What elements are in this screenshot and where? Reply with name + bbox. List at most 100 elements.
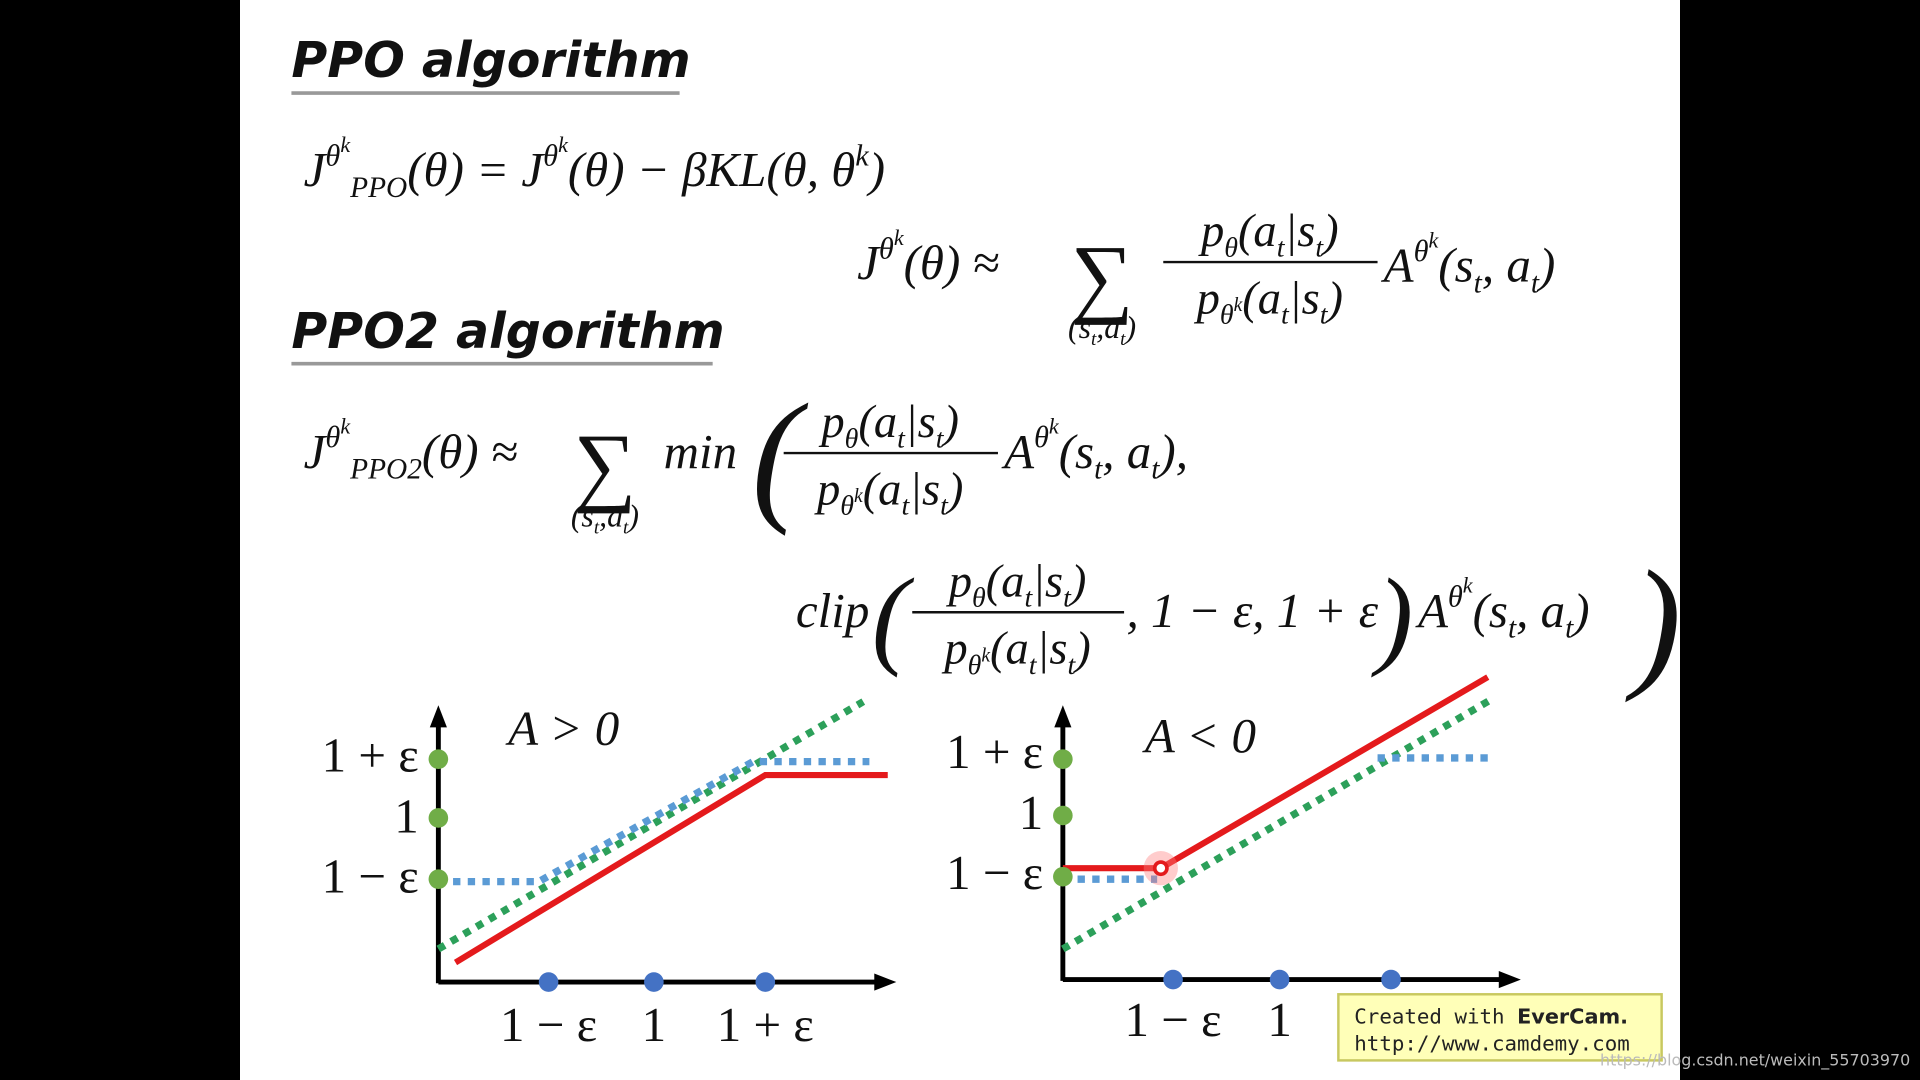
formula-part: k [1049, 413, 1060, 438]
x-label: 1 − ε [1124, 992, 1221, 1047]
formula-part: J [304, 424, 328, 479]
formula-part: clip [796, 583, 869, 638]
formula-part: |s [1037, 624, 1068, 675]
formula-part: t [1315, 232, 1324, 263]
formula-part: (a [990, 624, 1029, 675]
formula-part: ( [752, 373, 809, 536]
plot-label: A < 0 [1142, 708, 1256, 763]
formula-part: t [1531, 267, 1540, 299]
formula-part: k [558, 132, 569, 157]
formula-part: (θ) ≈ [904, 235, 1000, 290]
formula-part: (s [1059, 424, 1094, 479]
formula-part: ) [945, 464, 964, 515]
x-label: 1 − ε [500, 997, 597, 1052]
formula: Jθk(θ) ≈ [857, 225, 999, 290]
formula-part: min [664, 424, 737, 479]
formula-part: t [1508, 613, 1517, 645]
formula-part: ) [941, 397, 960, 448]
formula-part: (a [858, 397, 897, 448]
formula: Jθk PPO2(θ) ≈ [304, 413, 518, 485]
formula-part: t [1151, 454, 1160, 486]
slide-page [240, 0, 1680, 1080]
formula-part: (a [1242, 273, 1281, 324]
x-label: 1 [1267, 992, 1291, 1047]
formula-part: (s [571, 499, 594, 534]
x-label: 1 [642, 997, 666, 1052]
dot [644, 972, 664, 992]
formula-part: t [1094, 454, 1103, 486]
formula-part: J [304, 142, 328, 197]
source-url: https://blog.csdn.net/weixin_55703970 [1600, 1050, 1910, 1070]
formula-part: θ [1224, 232, 1238, 263]
cursor [1152, 860, 1169, 877]
arrow [1054, 705, 1072, 728]
dot [1053, 866, 1073, 887]
title: PPO2 algorithm [291, 303, 724, 360]
dot [428, 749, 449, 769]
formula-part: |s [1032, 556, 1063, 607]
formula-part: ) [1625, 540, 1681, 703]
formula-part: ( [872, 556, 915, 678]
plot-right: A < 0 1 + ε 1 1 − ε 1 − ε 1 [946, 674, 1521, 1047]
formula-part: ) [626, 499, 639, 534]
formula: (st,at) [1068, 310, 1136, 350]
watermark-text: Created with [1354, 1005, 1504, 1029]
formula-part: θ [325, 139, 340, 173]
formula: ∑ [1071, 228, 1134, 326]
formula-part: ) [1370, 556, 1413, 678]
formula-part: k [1463, 573, 1474, 598]
formula-part: k [1234, 295, 1243, 316]
formula-part: p [814, 464, 840, 515]
formula-part: PPO2 [349, 454, 422, 486]
formula-part: PPO [349, 172, 407, 204]
watermark-box [1337, 993, 1663, 1062]
formula-part: k [854, 486, 863, 507]
dot [1053, 749, 1073, 769]
formula-part: (a [863, 464, 902, 515]
formula-part: ) [866, 142, 885, 197]
formula: pθk(at|st) [941, 624, 1090, 681]
formula-part: k [981, 645, 990, 666]
formula-part: (θ) = J [407, 142, 545, 197]
formula-part: ) [1068, 556, 1087, 607]
formula-part: t [1024, 583, 1033, 614]
formula-part: θ [543, 139, 558, 173]
formula: (st,at) [571, 499, 639, 539]
formula-part: θ [840, 491, 854, 522]
formula-part: |s [1289, 273, 1320, 324]
formula: min [664, 424, 737, 479]
formula-part: ) [1570, 583, 1589, 638]
formula-part: (s [1438, 238, 1473, 293]
formula-part: p [818, 397, 844, 448]
formula-part: (a [986, 556, 1025, 607]
plot-left: A > 0 1 + ε 1 1 − ε 1 − ε 1 1 + ε [322, 698, 897, 1052]
formula-part: p [941, 624, 967, 675]
formula-part: θ [1448, 579, 1463, 613]
formula-part: ) [1072, 624, 1091, 675]
formula-part: t [940, 491, 949, 522]
formula-part: θ [325, 420, 340, 454]
blue-dotted-line [438, 757, 870, 886]
arrow [1498, 971, 1521, 989]
arrow [874, 973, 897, 991]
y-label: 1 + ε [946, 724, 1043, 779]
formula-part: t [1067, 650, 1076, 681]
formula-part: t [1277, 232, 1286, 263]
formula: pθ(at|st) [946, 556, 1087, 613]
dot [1269, 969, 1290, 990]
formula-part: t [1063, 583, 1072, 614]
formula-part: k [1429, 227, 1440, 252]
formula-part: t [1120, 329, 1126, 350]
formula-part: k [855, 139, 869, 173]
formula-part: t [1091, 329, 1097, 350]
formula: clip [796, 583, 869, 638]
formula-part: ∑ [1071, 228, 1134, 326]
formulas: JθkPPO(θ) = Jθk(θ) − βKL(θ, θk)Jθk(θ) ≈ ∑… [304, 132, 1682, 703]
formula: , 1 − ε, 1 + ε [1127, 583, 1379, 638]
formula-part: , a [1102, 424, 1151, 479]
formula-part: ∑ [573, 417, 636, 515]
formula-part: p [946, 556, 972, 607]
formula-part: |s [909, 464, 940, 515]
formula-part: θ [1034, 420, 1049, 454]
